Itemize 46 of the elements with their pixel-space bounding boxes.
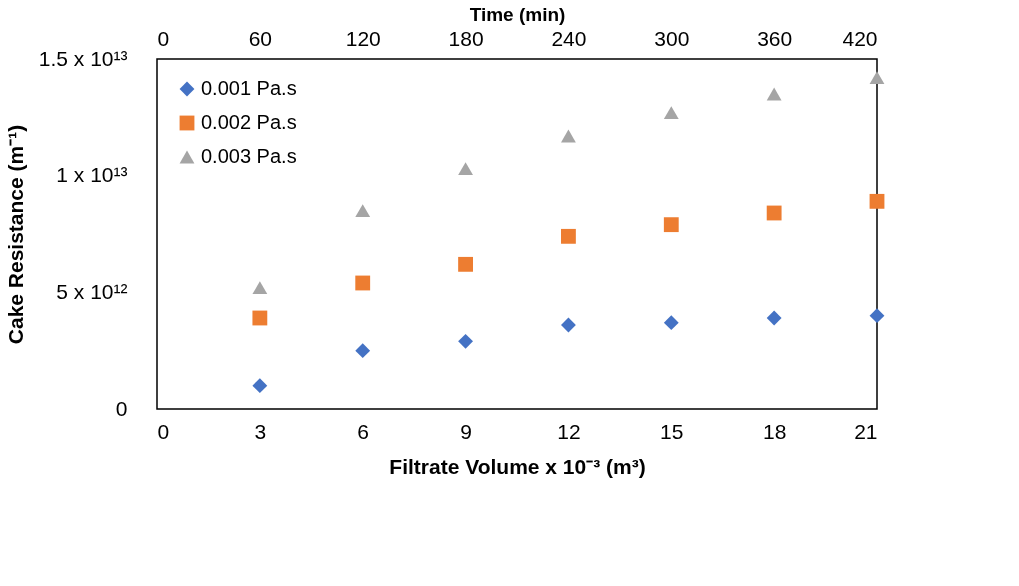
x-tick-label: 18 <box>762 419 787 443</box>
point <box>663 106 679 120</box>
x-tick-label: 6 <box>357 419 370 443</box>
y-tick-label: 5 x 10¹² <box>56 279 128 303</box>
point <box>252 281 268 295</box>
point <box>663 315 679 331</box>
x2-tick-label: 0 <box>157 26 170 50</box>
x-tick-label: 0 <box>157 419 170 443</box>
y-tick-label: 1.5 x 10¹³ <box>38 46 128 70</box>
point <box>561 129 576 143</box>
point <box>252 310 268 326</box>
x-tick-label: 21 <box>854 419 878 443</box>
point <box>355 204 371 218</box>
point <box>869 193 885 209</box>
legend-label: 0.001 Pa.s <box>201 77 297 99</box>
x2-tick-label: 300 <box>654 26 690 50</box>
point <box>458 333 473 349</box>
point <box>766 87 782 101</box>
legend-label: 0.002 Pa.s <box>201 111 297 133</box>
x-tick-label: 15 <box>660 419 684 443</box>
x-tick-label: 12 <box>557 419 581 443</box>
point <box>766 205 782 221</box>
y-axis-title: Cake Resistance (m⁻¹) <box>3 124 27 345</box>
x2-tick-label: 60 <box>248 26 273 50</box>
x2-tick-label: 240 <box>551 26 587 50</box>
x-axis-title: Filtrate Volume x 10⁻³ (m³) <box>389 454 646 478</box>
point <box>355 343 371 359</box>
x2-tick-label: 420 <box>842 26 878 50</box>
point <box>766 310 782 326</box>
y-tick-label: 1 x 10¹³ <box>56 163 128 187</box>
point <box>869 308 885 324</box>
x2-axis-title: Time (min) <box>469 3 566 25</box>
x-tick-label: 3 <box>254 419 267 443</box>
point <box>355 275 371 291</box>
point <box>252 378 268 394</box>
point <box>869 71 885 85</box>
x2-tick-label: 120 <box>345 26 381 50</box>
point <box>458 256 473 272</box>
point <box>663 217 679 233</box>
x2-tick-label: 360 <box>757 26 793 50</box>
point <box>561 228 576 244</box>
y-tick-label: 0 <box>115 396 128 420</box>
point <box>458 162 473 176</box>
legend-label: 0.003 Pa.s <box>201 145 297 167</box>
x2-tick-label: 180 <box>448 26 484 50</box>
x-tick-label: 9 <box>460 419 472 443</box>
